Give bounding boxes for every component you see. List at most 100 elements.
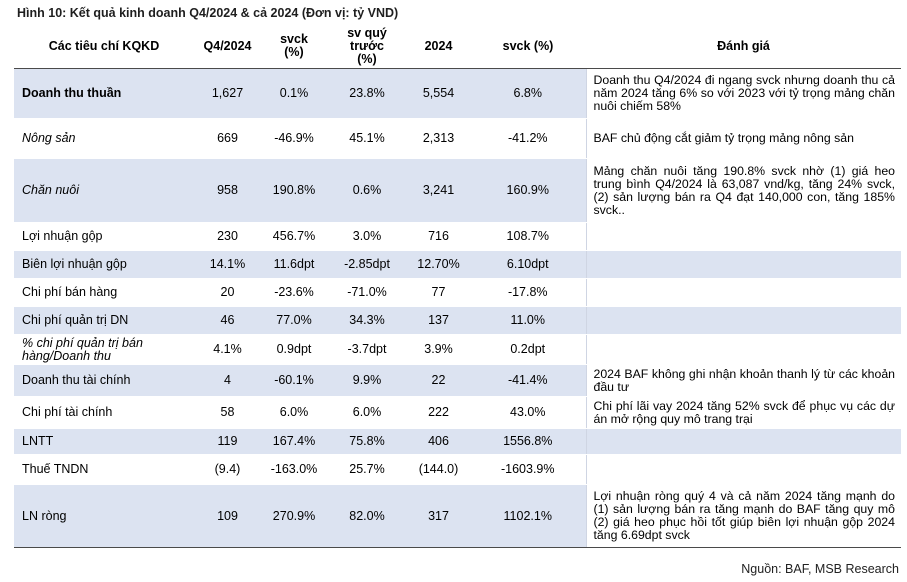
cell-evaluation: Chi phí lãi vay 2024 tăng 52% svck để ph… <box>585 396 901 429</box>
cell-2024: 3.9% <box>407 334 470 365</box>
header-q4-2024: Q4/2024 <box>194 24 261 69</box>
cell-2024: 77 <box>407 278 470 307</box>
table-row: Chi phí tài chính 58 6.0% 6.0% 222 43.0%… <box>14 396 901 429</box>
row-label: Nông sản <box>14 118 194 159</box>
cell-q4: 109 <box>194 484 261 548</box>
cell-q4: 958 <box>194 158 261 223</box>
cell-evaluation: Mảng chăn nuôi tăng 190.8% svck nhờ (1) … <box>585 158 901 223</box>
row-label: Thuế TNDN <box>14 454 194 485</box>
cell-q4: (9.4) <box>194 454 261 485</box>
cell-q4: 46 <box>194 306 261 335</box>
cell-2024: 716 <box>407 222 470 251</box>
cell-svqt: 6.0% <box>327 396 407 429</box>
table-row: LN ròng 109 270.9% 82.0% 317 1102.1% Lợi… <box>14 484 901 548</box>
cell-q4: 4 <box>194 364 261 397</box>
table-row: Chăn nuôi 958 190.8% 0.6% 3,241 160.9% M… <box>14 158 901 223</box>
table-row: Chi phí bán hàng 20 -23.6% -71.0% 77 -17… <box>14 278 901 307</box>
table-row: Chi phí quản trị DN 46 77.0% 34.3% 137 1… <box>14 306 901 335</box>
cell-svck: 11.6dpt <box>261 250 327 279</box>
cell-q4: 14.1% <box>194 250 261 279</box>
cell-svck: 0.1% <box>261 68 327 119</box>
header-2024: 2024 <box>407 24 470 69</box>
cell-svck: -23.6% <box>261 278 327 307</box>
cell-svck: 190.8% <box>261 158 327 223</box>
cell-svck: 0.9dpt <box>261 334 327 365</box>
row-label: Biên lợi nhuận gộp <box>14 250 194 279</box>
business-results-table: Các tiêu chí KQKD Q4/2024 svck (%) sv qu… <box>14 24 901 548</box>
cell-svck: 77.0% <box>261 306 327 335</box>
cell-svck-2024: -41.4% <box>470 364 586 397</box>
cell-evaluation: 2024 BAF không ghi nhận khoản thanh lý t… <box>585 364 901 397</box>
figure-title: Hình 10: Kết quả kinh doanh Q4/2024 & cả… <box>17 6 399 20</box>
table-row: Biên lợi nhuận gộp 14.1% 11.6dpt -2.85dp… <box>14 250 901 279</box>
header-svck: svck (%) <box>261 24 327 69</box>
cell-evaluation <box>585 278 901 307</box>
header-row: Các tiêu chí KQKD Q4/2024 svck (%) sv qu… <box>14 24 901 69</box>
cell-2024: 317 <box>407 484 470 548</box>
cell-svck-2024: 108.7% <box>470 222 586 251</box>
row-label: % chi phí quản trị bán hàng/Doanh thu <box>14 334 194 365</box>
cell-evaluation: Doanh thu Q4/2024 đi ngang svck nhưng do… <box>585 68 901 119</box>
table-row: Thuế TNDN (9.4) -163.0% 25.7% (144.0) -1… <box>14 454 901 485</box>
row-label: Chi phí tài chính <box>14 396 194 429</box>
cell-svck-2024: 160.9% <box>470 158 586 223</box>
cell-svqt: 23.8% <box>327 68 407 119</box>
header-svck-2024: svck (%) <box>470 24 586 69</box>
header-criteria: Các tiêu chí KQKD <box>14 24 194 69</box>
cell-svck-2024: 1102.1% <box>470 484 586 548</box>
row-label: Chi phí bán hàng <box>14 278 194 307</box>
cell-svqt: -71.0% <box>327 278 407 307</box>
row-label: Chi phí quản trị DN <box>14 306 194 335</box>
source-note: Nguồn: BAF, MSB Research <box>741 562 899 576</box>
cell-evaluation: Lợi nhuận ròng quý 4 và cả năm 2024 tăng… <box>585 484 901 548</box>
table-row: Nông sản 669 -46.9% 45.1% 2,313 -41.2% B… <box>14 118 901 159</box>
cell-evaluation <box>585 428 901 455</box>
cell-evaluation: BAF chủ động cắt giảm tỷ trọng mảng nông… <box>585 118 901 159</box>
cell-svck-2024: 0.2dpt <box>470 334 586 365</box>
cell-svqt: 45.1% <box>327 118 407 159</box>
cell-q4: 1,627 <box>194 68 261 119</box>
cell-2024: 12.70% <box>407 250 470 279</box>
cell-svqt: -3.7dpt <box>327 334 407 365</box>
cell-svck-2024: -17.8% <box>470 278 586 307</box>
row-label: LN ròng <box>14 484 194 548</box>
row-label: Doanh thu thuần <box>14 68 194 119</box>
cell-2024: 137 <box>407 306 470 335</box>
cell-svck-2024: 6.8% <box>470 68 586 119</box>
row-label: Lợi nhuận gộp <box>14 222 194 251</box>
cell-q4: 669 <box>194 118 261 159</box>
cell-evaluation <box>585 454 901 485</box>
cell-q4: 58 <box>194 396 261 429</box>
cell-svqt: 75.8% <box>327 428 407 455</box>
cell-2024: (144.0) <box>407 454 470 485</box>
cell-svck-2024: -41.2% <box>470 118 586 159</box>
cell-svqt: 3.0% <box>327 222 407 251</box>
cell-q4: 119 <box>194 428 261 455</box>
row-label: LNTT <box>14 428 194 455</box>
table-row: LNTT 119 167.4% 75.8% 406 1556.8% <box>14 428 901 455</box>
cell-svck-2024: 6.10dpt <box>470 250 586 279</box>
table-row: % chi phí quản trị bán hàng/Doanh thu 4.… <box>14 334 901 365</box>
cell-svqt: 9.9% <box>327 364 407 397</box>
cell-q4: 230 <box>194 222 261 251</box>
cell-evaluation <box>585 334 901 365</box>
table-row: Doanh thu tài chính 4 -60.1% 9.9% 22 -41… <box>14 364 901 397</box>
cell-svqt: 34.3% <box>327 306 407 335</box>
cell-svck-2024: 43.0% <box>470 396 586 429</box>
cell-svck-2024: 1556.8% <box>470 428 586 455</box>
table-row: Lợi nhuận gộp 230 456.7% 3.0% 716 108.7% <box>14 222 901 251</box>
cell-svck: 167.4% <box>261 428 327 455</box>
cell-q4: 4.1% <box>194 334 261 365</box>
cell-svck: -163.0% <box>261 454 327 485</box>
cell-svqt: 0.6% <box>327 158 407 223</box>
cell-svck: -60.1% <box>261 364 327 397</box>
header-evaluation: Đánh giá <box>586 24 901 69</box>
row-label: Doanh thu tài chính <box>14 364 194 397</box>
cell-q4: 20 <box>194 278 261 307</box>
cell-svqt: 25.7% <box>327 454 407 485</box>
cell-evaluation <box>585 306 901 335</box>
cell-2024: 406 <box>407 428 470 455</box>
cell-svck: 6.0% <box>261 396 327 429</box>
cell-svck-2024: -1603.9% <box>470 454 586 485</box>
cell-svck: 456.7% <box>261 222 327 251</box>
